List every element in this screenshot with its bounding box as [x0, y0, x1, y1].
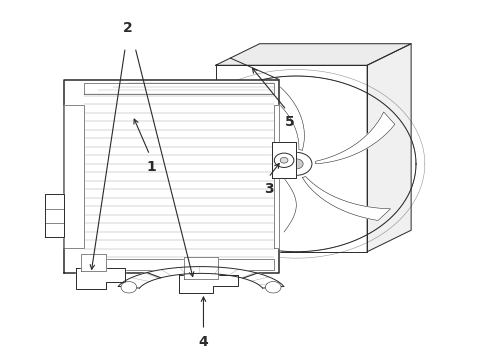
- Polygon shape: [64, 80, 279, 273]
- Polygon shape: [272, 142, 296, 178]
- Circle shape: [274, 153, 294, 167]
- Polygon shape: [216, 65, 367, 252]
- Polygon shape: [84, 83, 274, 94]
- Circle shape: [280, 157, 288, 163]
- Polygon shape: [64, 105, 84, 248]
- Circle shape: [290, 159, 303, 169]
- Text: 5: 5: [285, 116, 295, 130]
- Polygon shape: [84, 259, 274, 270]
- Polygon shape: [179, 275, 238, 293]
- Polygon shape: [184, 146, 280, 168]
- Polygon shape: [76, 268, 125, 289]
- Circle shape: [121, 282, 137, 293]
- Text: 2: 2: [123, 21, 133, 35]
- Polygon shape: [274, 105, 279, 248]
- Circle shape: [281, 152, 312, 175]
- Text: 4: 4: [198, 335, 208, 349]
- Polygon shape: [367, 44, 411, 252]
- Polygon shape: [216, 44, 411, 65]
- Polygon shape: [81, 253, 106, 271]
- Polygon shape: [45, 194, 64, 237]
- Polygon shape: [118, 267, 284, 288]
- Polygon shape: [256, 83, 304, 150]
- Polygon shape: [247, 172, 283, 243]
- Circle shape: [266, 282, 281, 293]
- Polygon shape: [316, 112, 395, 164]
- Text: 1: 1: [147, 160, 156, 174]
- Polygon shape: [302, 176, 391, 220]
- Text: 3: 3: [264, 182, 273, 196]
- Polygon shape: [184, 257, 218, 279]
